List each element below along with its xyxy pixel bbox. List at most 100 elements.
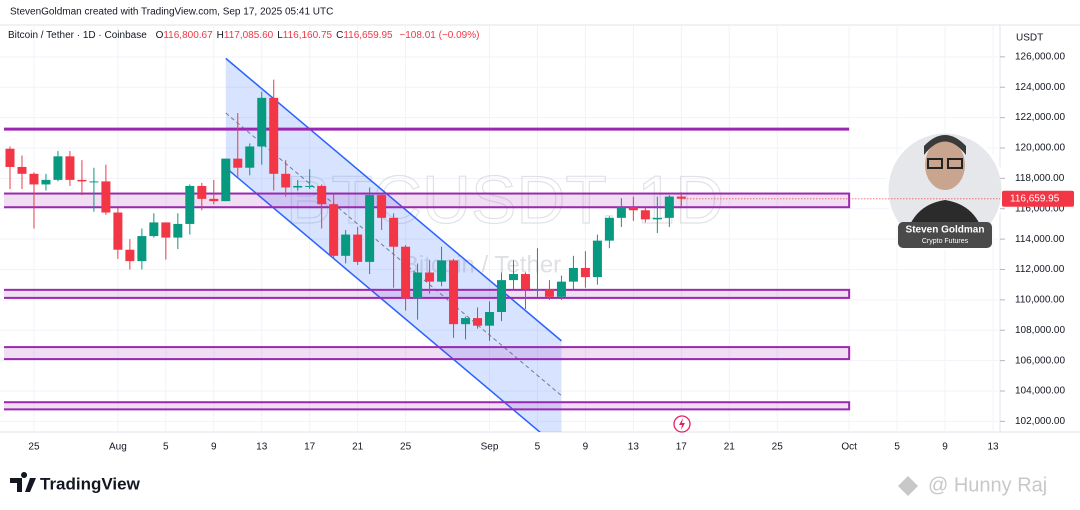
brand-name: TradingView xyxy=(40,474,141,493)
candle-body xyxy=(209,198,219,202)
candle-body xyxy=(353,234,363,262)
candle-body xyxy=(497,280,506,313)
candle-body xyxy=(604,217,614,241)
zone xyxy=(4,192,851,209)
candle-body xyxy=(77,179,87,182)
watermark: BTCUSDT, 1D Bitcoin / Tether xyxy=(285,161,724,278)
candle-body xyxy=(53,156,63,180)
candle-body xyxy=(413,272,423,299)
candle-body xyxy=(293,185,303,188)
candle-body xyxy=(425,272,435,282)
legend-value: 116,800.67 xyxy=(163,30,213,41)
candle-body xyxy=(652,217,662,220)
y-tick-label: 106,000.00 xyxy=(1015,355,1065,366)
y-tick-label: 126,000.00 xyxy=(1015,51,1065,62)
candle-body xyxy=(29,173,39,185)
candle-body xyxy=(365,195,375,262)
plot-area xyxy=(4,57,851,432)
y-tick-label: 102,000.00 xyxy=(1015,416,1065,427)
candle-body xyxy=(461,318,471,325)
candle-body xyxy=(41,179,51,185)
x-tick-label: 25 xyxy=(28,442,40,453)
grid xyxy=(0,25,1000,432)
author-name: Steven Goldman xyxy=(906,225,985,236)
x-tick-label: 25 xyxy=(772,442,784,453)
x-tick-label: Sep xyxy=(481,442,499,453)
candle-body xyxy=(305,185,315,187)
candle-body xyxy=(257,97,267,147)
candle-body xyxy=(269,97,279,174)
legend-change: −108.01 (−0.09%) xyxy=(399,30,479,41)
alert-icon xyxy=(673,415,691,433)
candle-body xyxy=(221,158,231,202)
y-tick-label: 118,000.00 xyxy=(1015,173,1065,184)
candle-body xyxy=(233,158,243,168)
candle-body xyxy=(664,196,674,218)
author-tagline: Crypto Futures xyxy=(922,238,969,245)
legend-value: 116,160.75 xyxy=(283,30,333,41)
x-tick-label: 13 xyxy=(987,442,999,453)
credit: @ Hunny Raj xyxy=(898,474,1047,496)
candle-body xyxy=(568,267,578,282)
x-tick-label: 17 xyxy=(304,442,316,453)
candle-body xyxy=(508,274,518,281)
zone xyxy=(4,346,851,361)
candle-body xyxy=(317,185,327,205)
brand-logo: TradingView xyxy=(10,472,141,493)
candle-body xyxy=(137,236,147,262)
candle-body xyxy=(640,210,650,220)
legend-value: 116,659.95 xyxy=(343,30,393,41)
candle-body xyxy=(580,267,590,278)
candle-body xyxy=(389,217,399,247)
x-tick-label: 9 xyxy=(583,442,589,453)
x-tick-label: 25 xyxy=(400,442,412,453)
x-tick-label: 13 xyxy=(256,442,268,453)
avatar-glasses xyxy=(927,158,943,169)
candle-body xyxy=(197,185,207,199)
candle-body xyxy=(520,274,530,290)
y-tick-label: 112,000.00 xyxy=(1015,264,1065,275)
candle-body xyxy=(149,222,159,237)
x-tick-label: 17 xyxy=(676,442,688,453)
candle-body xyxy=(329,204,339,256)
x-tick-label: 5 xyxy=(894,442,900,453)
legend-key: L xyxy=(277,30,283,41)
candle-body xyxy=(628,207,638,211)
avatar-glasses xyxy=(947,158,963,169)
author-badge: Steven Goldman Crypto Futures xyxy=(885,130,1005,250)
creator-line: StevenGoldman created with TradingView.c… xyxy=(10,7,333,18)
legend: Bitcoin / Tether · 1D · Coinbase O116,80… xyxy=(8,30,479,41)
y-tick-label: 124,000.00 xyxy=(1015,82,1065,93)
author-plate xyxy=(898,222,992,248)
x-tick-label: 21 xyxy=(724,442,736,453)
y-tick-label: 120,000.00 xyxy=(1015,143,1065,154)
last-price-label: 116,659.95 xyxy=(1010,193,1060,204)
x-tick-label: Oct xyxy=(841,442,857,453)
credit-text: @ Hunny Raj xyxy=(928,474,1047,496)
x-tick-label: Aug xyxy=(109,442,127,453)
candle-body xyxy=(377,195,387,218)
candle-body xyxy=(401,246,411,299)
y-tick-label: 104,000.00 xyxy=(1015,386,1065,397)
zone xyxy=(4,401,851,411)
last-price-tag xyxy=(1002,190,1074,207)
candle-body xyxy=(532,289,542,291)
legend-key: O xyxy=(156,30,164,41)
candle-body xyxy=(101,181,111,213)
candle-body xyxy=(473,318,483,326)
candle-body xyxy=(89,181,99,183)
candle-body xyxy=(437,260,447,282)
y-tick-label: 116,000.00 xyxy=(1015,203,1065,214)
avatar-face xyxy=(925,140,965,190)
legend-key: H xyxy=(217,30,224,41)
candle-body xyxy=(616,207,626,218)
currency: USDT xyxy=(1016,33,1043,44)
candle-body xyxy=(341,234,351,256)
legend-key: C xyxy=(336,30,343,41)
legend-symbol: Bitcoin / Tether · 1D · Coinbase xyxy=(8,30,147,41)
candle-body xyxy=(173,223,183,238)
x-tick-label: 13 xyxy=(628,442,640,453)
y-tick-label: 110,000.00 xyxy=(1015,295,1065,306)
candle-body xyxy=(676,196,686,199)
